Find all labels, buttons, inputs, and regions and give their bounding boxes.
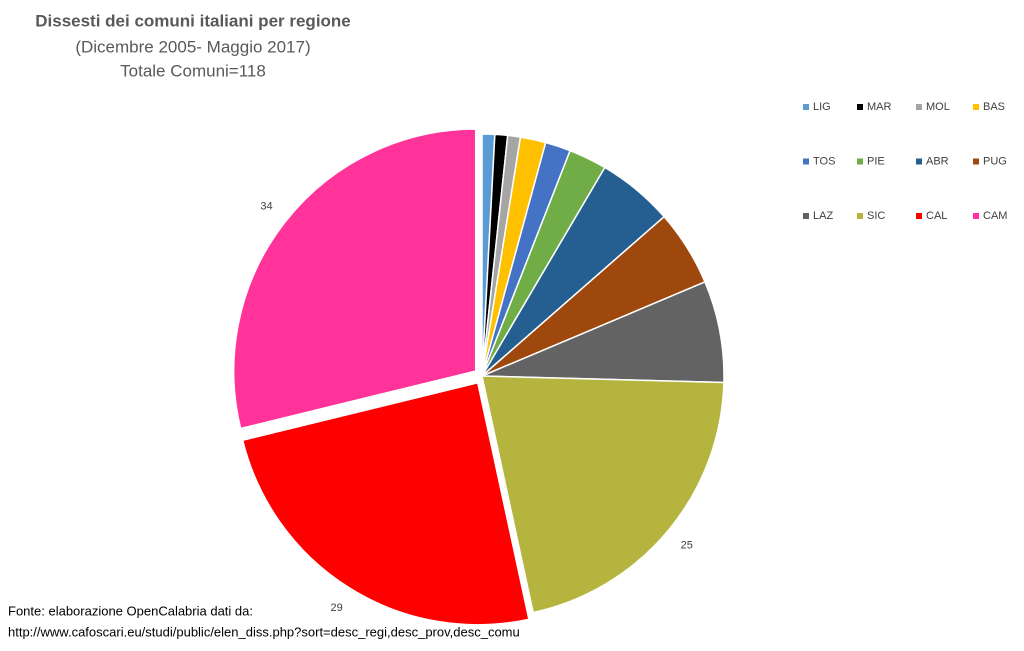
pie-slice <box>481 375 725 614</box>
legend-swatch <box>916 158 922 165</box>
legend-swatch <box>803 213 809 219</box>
pie-slice <box>233 128 477 430</box>
legend-swatch <box>857 158 863 165</box>
legend-swatch <box>857 104 863 110</box>
source-note: http://www.cafoscari.eu/studi/public/ele… <box>8 624 520 639</box>
legend-swatch <box>973 158 979 165</box>
data-label: 29 <box>331 602 343 614</box>
legend-swatch <box>803 158 809 165</box>
legend-swatch <box>916 104 922 110</box>
legend-label: MOL <box>926 101 950 113</box>
legend-label: CAM <box>983 210 1007 222</box>
legend-swatch <box>916 213 922 219</box>
legend-swatch <box>857 213 863 219</box>
data-label: 34 <box>260 201 272 213</box>
legend-label: PUG <box>983 155 1007 167</box>
legend-swatch <box>803 104 809 110</box>
legend-label: BAS <box>983 101 1005 113</box>
legend-swatch <box>973 104 979 110</box>
legend-label: ABR <box>926 155 949 167</box>
legend-label: PIE <box>867 155 885 167</box>
legend-label: MAR <box>867 101 892 113</box>
chart-subtitle: Totale Comuni=118 <box>120 61 266 80</box>
legend-label: LAZ <box>813 210 833 222</box>
legend-swatch <box>973 213 979 219</box>
legend-label: LIG <box>813 101 831 113</box>
pie-slice <box>241 381 530 626</box>
legend-label: CAL <box>926 210 947 222</box>
chart-subtitle: (Dicembre 2005- Maggio 2017) <box>75 37 310 56</box>
legend-label: TOS <box>813 155 835 167</box>
legend-label: SIC <box>867 210 885 222</box>
source-note: Fonte: elaborazione OpenCalabria dati da… <box>8 603 253 618</box>
data-label: 25 <box>681 540 693 552</box>
chart-title: Dissesti dei comuni italiani per regione <box>35 11 351 30</box>
